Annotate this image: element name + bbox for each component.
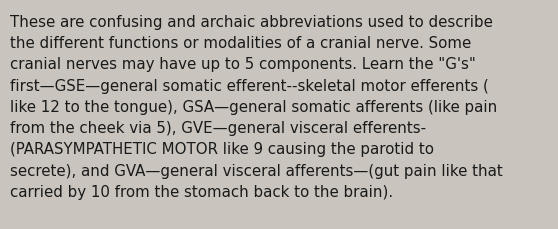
Text: These are confusing and archaic abbreviations used to describe
the different fun: These are confusing and archaic abbrevia… — [10, 15, 503, 199]
